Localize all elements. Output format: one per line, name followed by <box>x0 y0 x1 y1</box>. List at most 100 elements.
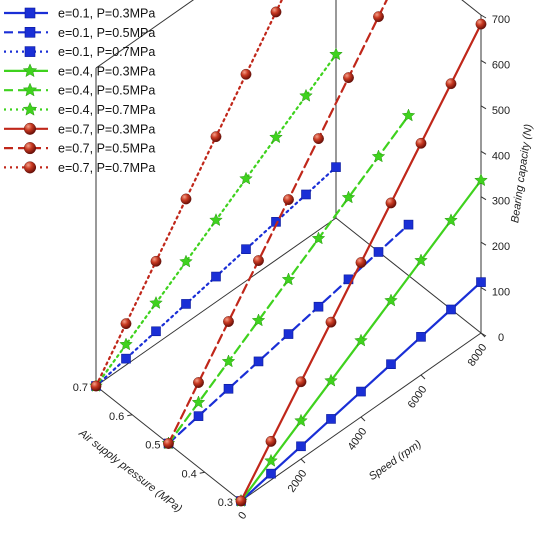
series-2 <box>91 162 341 391</box>
data-point <box>179 254 193 268</box>
data-point <box>240 68 252 80</box>
legend-marker <box>24 122 37 135</box>
data-point <box>296 441 306 452</box>
data-point <box>264 453 278 467</box>
capacity-tick <box>480 332 487 337</box>
frame-edge <box>95 217 337 387</box>
data-point <box>294 413 308 427</box>
data-point <box>475 18 487 30</box>
data-point <box>253 356 264 367</box>
data-point <box>301 189 311 200</box>
capacity-axis-title: Bearing capacity (N) <box>509 123 535 224</box>
legend-marker <box>22 82 38 97</box>
speed-axis-title: Speed (rpm) <box>367 438 424 483</box>
data-point <box>193 377 204 388</box>
capacity-tick-label: 600 <box>492 59 510 71</box>
data-point <box>313 301 324 312</box>
capacity-tick <box>480 196 487 201</box>
legend-label: e=0.4, P=0.5MPa <box>58 84 155 98</box>
pressure-tick <box>199 471 205 474</box>
legend-marker <box>24 46 36 57</box>
legend-marker <box>24 161 37 174</box>
data-point <box>150 255 162 267</box>
data-point <box>235 495 247 507</box>
legend-marker <box>24 142 37 155</box>
series-6 <box>235 18 487 507</box>
series-7 <box>163 0 388 449</box>
speed-tick <box>360 416 366 422</box>
legend-label: e=0.7, P=0.3MPa <box>58 122 155 136</box>
data-point <box>343 72 354 84</box>
data-point <box>266 468 276 479</box>
data-point <box>223 316 234 327</box>
data-point <box>403 219 414 230</box>
data-point <box>90 380 102 392</box>
data-point <box>371 149 386 163</box>
frame-edge <box>95 0 195 69</box>
legend-label: e=0.1, P=0.3MPa <box>58 7 155 21</box>
data-point <box>239 171 253 185</box>
legend-item: e=0.4, P=0.5MPa <box>4 82 155 98</box>
data-point <box>329 47 343 61</box>
data-point <box>283 329 294 339</box>
capacity-tick-label: 500 <box>492 105 510 117</box>
data-point <box>446 304 456 315</box>
pressure-tick-label: 0.3 <box>218 497 233 509</box>
series-0 <box>236 277 486 506</box>
capacity-tick <box>480 150 487 155</box>
pressure-tick-label: 0.6 <box>109 411 124 423</box>
capacity-tick-label: 700 <box>492 14 510 26</box>
series-5 <box>89 47 343 392</box>
data-point <box>119 337 133 351</box>
data-point <box>415 137 427 149</box>
capacity-tick-label: 400 <box>492 150 510 162</box>
data-point <box>326 414 336 424</box>
legend-item: e=0.7, P=0.7MPa <box>4 161 155 175</box>
series-1 <box>163 219 414 449</box>
data-point <box>269 130 283 144</box>
data-point <box>265 435 277 447</box>
data-point <box>149 295 163 309</box>
data-point <box>241 244 251 254</box>
pressure-tick-label: 0.5 <box>145 440 160 452</box>
speed-tick-label: 6000 <box>406 384 430 411</box>
legend-marker <box>24 7 36 19</box>
data-point <box>209 213 223 227</box>
legend-marker <box>22 101 38 116</box>
data-point <box>313 133 324 145</box>
legend-label: e=0.4, P=0.7MPa <box>58 103 155 117</box>
data-point <box>386 359 396 370</box>
capacity-tick <box>480 14 487 19</box>
data-point <box>283 194 294 205</box>
data-point <box>444 213 458 227</box>
data-point <box>385 197 397 209</box>
capacity-tick-label: 100 <box>492 287 510 299</box>
legend-label: e=0.7, P=0.7MPa <box>58 161 155 175</box>
pressure-tick <box>127 414 133 417</box>
capacity-tick-label: 200 <box>492 241 510 253</box>
pressure-tick-label: 0.7 <box>73 382 88 394</box>
legend-label: e=0.4, P=0.3MPa <box>58 64 155 78</box>
data-point <box>356 386 366 397</box>
legend-marker <box>24 26 36 38</box>
data-point <box>311 231 326 245</box>
speed-tick <box>300 458 306 464</box>
data-point <box>341 190 356 204</box>
legend-label: e=0.7, P=0.5MPa <box>58 142 155 156</box>
data-point <box>325 316 337 328</box>
data-point <box>210 131 222 143</box>
capacity-tick-label: 0 <box>498 332 504 344</box>
capacity-tick-label: 300 <box>492 196 510 208</box>
data-point <box>354 333 368 347</box>
data-point <box>414 253 428 267</box>
legend: e=0.1, P=0.3MPa e=0.1, P=0.5MPa e=0.1, P=0… <box>4 7 155 175</box>
legend-label: e=0.1, P=0.7MPa <box>58 45 155 59</box>
series-line <box>167 0 388 445</box>
speed-tick-label: 0 <box>236 510 249 522</box>
data-point <box>295 376 307 388</box>
legend-item: e=0.7, P=0.3MPa <box>4 122 155 136</box>
data-point <box>324 373 338 387</box>
speed-tick-label: 2000 <box>286 468 310 495</box>
data-point <box>181 299 191 309</box>
frame-edge <box>461 0 482 16</box>
